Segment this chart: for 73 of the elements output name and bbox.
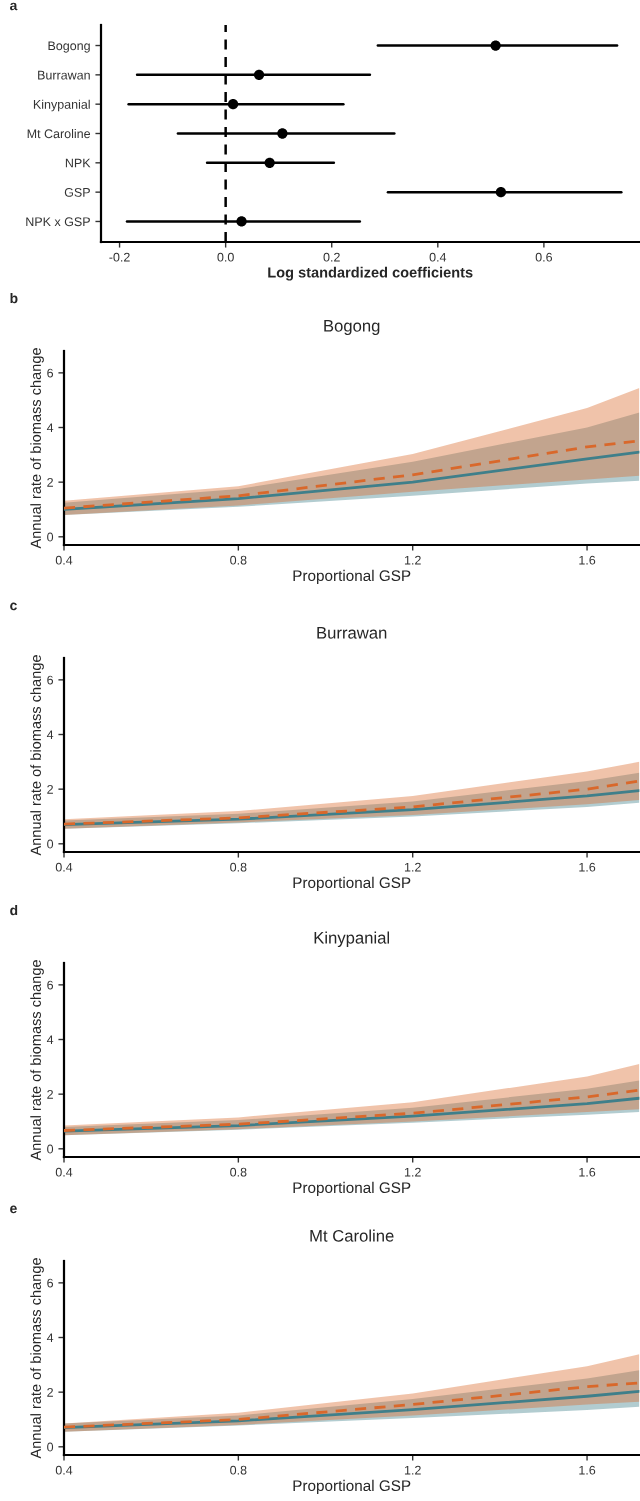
chart-title: Mt Caroline (310, 1229, 394, 1242)
y-tick-label: 2 (47, 1387, 53, 1397)
x-tick-label: 0.8 (230, 1465, 247, 1475)
x-tick-label: 1.2 (404, 1167, 421, 1177)
x-tick-label: 0.2 (323, 252, 340, 262)
y-axis-title: Annual rate of biomass change (30, 960, 44, 1161)
text: a (10, 2, 18, 11)
x-tick-label: 0.4 (55, 1465, 73, 1475)
line-series (64, 1088, 640, 1132)
x-axis-title: Log standardized coefficients (268, 266, 473, 281)
chart-title: Kinypanial (314, 931, 390, 948)
y-axis-title: Annual rate of biomass change (30, 348, 44, 549)
y-axis-title: Annual rate of biomass change (30, 655, 44, 856)
y-tick-label: 4 (46, 423, 54, 433)
y-tick-label: 0 (47, 532, 54, 542)
point (227, 99, 239, 110)
text: b (10, 293, 18, 304)
y-tick-label: 0 (47, 1144, 54, 1154)
line-series (64, 779, 640, 826)
y-tick-label: 6 (47, 368, 54, 378)
y-tick-label: 2 (47, 1089, 53, 1099)
y-tick-label: 2 (47, 784, 53, 794)
y-tick-label: 2 (47, 477, 53, 487)
point (277, 128, 288, 139)
y-tick-label: 4 (46, 730, 54, 740)
x-tick-label: 1.6 (579, 1167, 596, 1177)
point (264, 157, 275, 168)
text: e (10, 1205, 17, 1214)
point (495, 187, 507, 198)
x-tick-label: 1.2 (404, 1465, 421, 1475)
y-tick-label: Burrawan (38, 70, 90, 80)
x-tick-label: 1.6 (579, 555, 596, 565)
y-tick-label: 6 (47, 1278, 54, 1288)
x-tick-label: 1.2 (404, 555, 421, 565)
x-tick-label: 0.4 (55, 555, 73, 565)
y-tick-label: 4 (46, 1035, 54, 1045)
x-axis-title: Proportional GSP (293, 876, 411, 892)
y-tick-label: Mt Caroline (27, 128, 91, 139)
y-tick-label: 0 (47, 1442, 54, 1452)
y-tick-label: 0 (47, 839, 54, 849)
y-axis-title: Annual rate of biomass change (30, 1258, 44, 1459)
x-tick-label: -0.2 (109, 252, 130, 262)
x-tick-label: 0.8 (230, 555, 247, 565)
x-tick-label: 0.4 (55, 1167, 73, 1177)
x-tick-label: 0.4 (429, 252, 447, 262)
x-tick-label: 1.2 (404, 862, 421, 872)
text: d (10, 905, 18, 916)
x-axis-title: Proportional GSP (293, 569, 411, 585)
point (236, 216, 247, 227)
x-axis-title: Proportional GSP (293, 1479, 411, 1495)
y-tick-label: Bogong (48, 41, 90, 53)
point (253, 69, 265, 80)
x-tick-label: 0.8 (230, 1167, 247, 1177)
y-tick-label: NPK x GSP (26, 217, 90, 227)
chart-title: Burrawan (317, 627, 387, 639)
y-tick-label: GSP (64, 187, 90, 197)
y-tick-label: 6 (47, 675, 54, 685)
point (490, 40, 501, 51)
x-tick-label: 0.0 (217, 252, 234, 262)
x-tick-label: 1.6 (579, 862, 596, 872)
chart-title: Bogong (324, 320, 380, 336)
x-tick-label: 0.6 (535, 252, 553, 262)
x-tick-label: 0.8 (230, 862, 247, 872)
y-tick-label: Kinypanial (33, 99, 90, 112)
x-tick-label: 0.4 (55, 862, 73, 872)
y-tick-label: 6 (47, 980, 54, 990)
x-tick-label: 1.6 (579, 1465, 596, 1475)
text: c (10, 602, 17, 611)
y-tick-label: 4 (46, 1333, 54, 1343)
x-axis-title: Proportional GSP (293, 1181, 411, 1197)
line-series (64, 450, 640, 511)
y-tick-label: NPK (65, 158, 91, 168)
line-series (64, 1381, 640, 1429)
